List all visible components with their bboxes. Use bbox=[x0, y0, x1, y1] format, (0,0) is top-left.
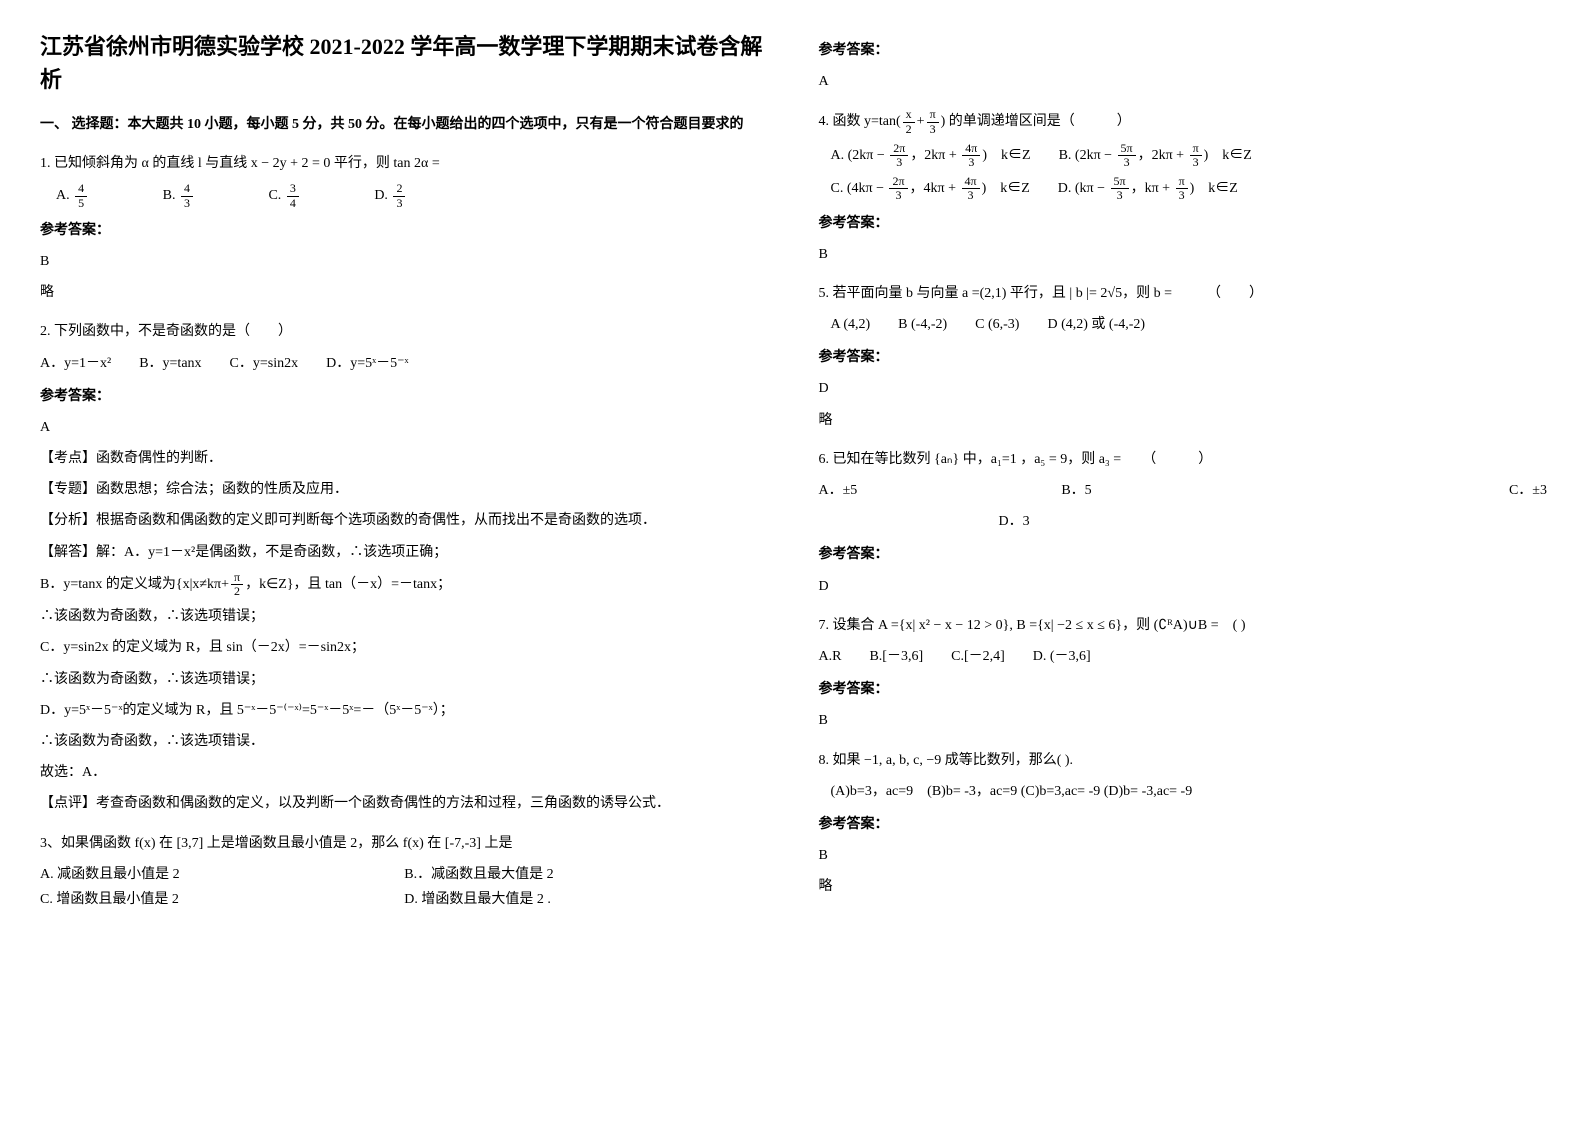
answer-label: 参考答案： bbox=[40, 384, 769, 409]
answer-label: 参考答案： bbox=[819, 677, 1548, 702]
q2-exp2: 【专题】函数思想；综合法；函数的性质及应用． bbox=[40, 477, 769, 502]
q1-options: A. 45 B. 43 C. 34 D. 23 bbox=[56, 182, 769, 209]
question-7: 7. 设集合 A ={x| x² − x − 12 > 0}, B ={x| −… bbox=[819, 613, 1548, 638]
q2-expD1: D．y=5ˣ－5⁻ˣ的定义域为 R，且 5⁻ˣ－5⁻⁽⁻ˣ⁾=5⁻ˣ－5ˣ=－（… bbox=[40, 698, 769, 723]
answer-label: 参考答案： bbox=[819, 345, 1548, 370]
q4-optA: A. (2kπ − 2π3，2kπ + 4π3) k∈Z B. (2kπ − 5… bbox=[831, 142, 1548, 169]
q2-expC1: C．y=sin2x 的定义域为 R，且 sin（－2x）=－sin2x； bbox=[40, 635, 769, 660]
q6-options: A．±5 B．5 C．±3 bbox=[819, 478, 1548, 503]
q2-exp3: 【分析】根据奇函数和偶函数的定义即可判断每个选项函数的奇偶性，从而找出不是奇函数… bbox=[40, 508, 769, 533]
q2-expD2: ∴该函数为奇函数，∴该选项错误． bbox=[40, 729, 769, 754]
answer-label: 参考答案： bbox=[40, 218, 769, 243]
question-5: 5. 若平面向量 b 与向量 a =(2,1) 平行，且 | b |= 2√5，… bbox=[819, 281, 1548, 306]
q4-answer: B bbox=[819, 242, 1548, 267]
question-2: 2. 下列函数中，不是奇函数的是（ ） bbox=[40, 319, 769, 344]
question-8: 8. 如果 −1, a, b, c, −9 成等比数列，那么( ). bbox=[819, 748, 1548, 773]
q7-answer: B bbox=[819, 708, 1548, 733]
q6-answer: D bbox=[819, 574, 1548, 599]
omitted: 略 bbox=[40, 280, 769, 305]
q2-expE: 故选：A． bbox=[40, 760, 769, 785]
q2-expB2: ∴该函数为奇函数，∴该选项错误； bbox=[40, 604, 769, 629]
q2-expF: 【点评】考查奇函数和偶函数的定义，以及判断一个函数奇偶性的方法和过程，三角函数的… bbox=[40, 791, 769, 816]
q5-answer: D bbox=[819, 376, 1548, 401]
q8-answer: B bbox=[819, 843, 1548, 868]
q2-exp4: 【解答】解：A．y=1－x²是偶函数，不是奇函数，∴该选项正确； bbox=[40, 540, 769, 565]
q4-optC: C. (4kπ − 2π3，4kπ + 4π3) k∈Z D. (kπ − 5π… bbox=[831, 175, 1548, 202]
question-6: 6. 已知在等比数列 {aₙ} 中，a₁=1 ，a₅ = 9，则 a₃ = （ … bbox=[819, 447, 1548, 472]
q8-options: (A)b=3，ac=9 (B)b= -3，ac=9 (C)b=3,ac= -9 … bbox=[831, 779, 1548, 804]
omitted: 略 bbox=[819, 408, 1548, 433]
answer-label: 参考答案： bbox=[819, 812, 1548, 837]
question-1: 1. 已知倾斜角为 α 的直线 l 与直线 x − 2y + 2 = 0 平行，… bbox=[40, 151, 769, 176]
page-title: 江苏省徐州市明德实验学校 2021-2022 学年高一数学理下学期期末试卷含解析 bbox=[40, 30, 769, 96]
q2-expB: B．y=tanx 的定义域为{x|x≠kπ+π2，k∈Z}，且 tan（－x）=… bbox=[40, 571, 769, 598]
question-3: 3、如果偶函数 f(x) 在 [3,7] 上是增函数且最小值是 2，那么 f(x… bbox=[40, 831, 769, 856]
q2-options: A．y=1－x² B．y=tanx C．y=sin2x D．y=5ˣ－5⁻ˣ bbox=[40, 351, 769, 376]
answer-label: 参考答案： bbox=[819, 38, 1548, 63]
omitted: 略 bbox=[819, 874, 1548, 899]
q1-answer: B bbox=[40, 249, 769, 274]
question-4: 4. 函数 y=tan(x2+π3) 的单调递增区间是（ ） bbox=[819, 108, 1548, 135]
section-heading: 一、 选择题：本大题共 10 小题，每小题 5 分，共 50 分。在每小题给出的… bbox=[40, 112, 769, 137]
q2-answer: A bbox=[40, 415, 769, 440]
q1-stem: 1. 已知倾斜角为 α 的直线 l 与直线 x − 2y + 2 = 0 平行，… bbox=[40, 156, 440, 171]
q2-exp1: 【考点】函数奇偶性的判断． bbox=[40, 446, 769, 471]
q2-expC2: ∴该函数为奇函数，∴该选项错误； bbox=[40, 667, 769, 692]
q3-answer: A bbox=[819, 69, 1548, 94]
q7-options: A.R B.[－3,6] C.[－2,4] D. (－3,6] bbox=[819, 644, 1548, 669]
q5-options: A (4,2) B (-4,-2) C (6,-3) D (4,2) 或 (-4… bbox=[831, 312, 1548, 337]
answer-label: 参考答案： bbox=[819, 211, 1548, 236]
answer-label: 参考答案： bbox=[819, 542, 1548, 567]
q6-optD: D．3 bbox=[999, 509, 1548, 534]
q3-options: A. 减函数且最小值是 2 B.．减函数且最大值是 2 C. 增函数且最小值是 … bbox=[40, 862, 769, 912]
